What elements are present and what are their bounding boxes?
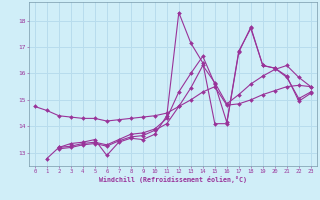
- X-axis label: Windchill (Refroidissement éolien,°C): Windchill (Refroidissement éolien,°C): [99, 176, 247, 183]
